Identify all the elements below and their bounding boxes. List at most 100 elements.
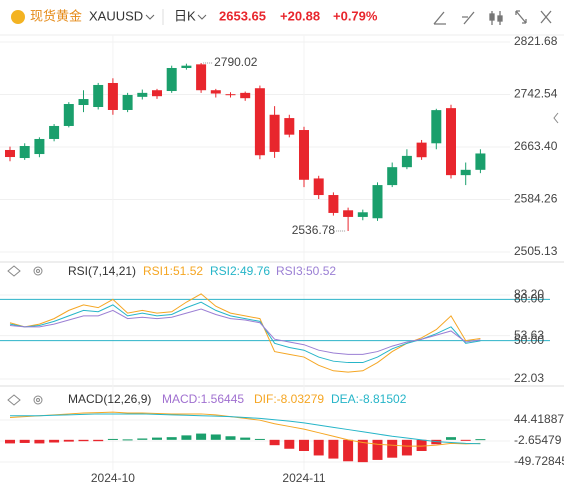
- macd-bar: [240, 437, 251, 440]
- candle-body: [107, 82, 118, 110]
- candle-body: [284, 118, 295, 135]
- candle-body: [137, 92, 148, 97]
- candle-body: [181, 65, 192, 68]
- macd-bar: [107, 438, 118, 440]
- instrument-name: 现货黄金: [30, 8, 82, 23]
- y-tick-label: -2.65479: [514, 433, 562, 447]
- change: +20.88: [280, 8, 320, 23]
- macd-icons[interactable]: [7, 394, 43, 406]
- candle-body: [63, 104, 74, 126]
- candle-body: [460, 169, 471, 176]
- candle-body: [122, 94, 133, 110]
- candle-body: [254, 88, 265, 156]
- candle-body: [401, 155, 412, 168]
- price: 2653.65: [219, 8, 266, 23]
- macd-bar: [122, 439, 133, 441]
- y-tick-label: 2505.13: [514, 244, 558, 258]
- legend-entry: RSI2:49.76: [210, 264, 270, 278]
- tool-draw[interactable]: [433, 11, 446, 25]
- symbol-icon: [11, 10, 25, 24]
- change-pct: +0.79%: [333, 8, 378, 23]
- tool-settings[interactable]: [540, 10, 552, 24]
- macd-bar: [78, 439, 89, 442]
- legend-entry: RSI3:50.52: [276, 264, 336, 278]
- y-tick-label: 2742.54: [514, 87, 558, 101]
- macd-bar: [166, 437, 177, 440]
- candle-body: [34, 138, 45, 155]
- candle-body: [166, 67, 177, 92]
- candle-body: [19, 146, 30, 159]
- symbol-dropdown[interactable]: [145, 14, 155, 20]
- x-tick-label: 2024-10: [91, 471, 135, 485]
- candle-body: [5, 149, 15, 158]
- macd-bar: [313, 439, 324, 456]
- macd-bar: [416, 439, 427, 451]
- reference-label: 50.00: [514, 333, 544, 347]
- macd-bar: [284, 439, 295, 449]
- period-dropdown[interactable]: [197, 14, 207, 20]
- tool-measure[interactable]: [462, 11, 475, 25]
- candle-body: [313, 178, 324, 196]
- macd-bar: [401, 439, 412, 456]
- macd-bar: [152, 437, 162, 440]
- candle-body: [357, 212, 368, 217]
- candle-body: [416, 142, 427, 158]
- rsi-icons[interactable]: [7, 265, 43, 277]
- symbol: XAUUSD: [89, 8, 143, 23]
- indicator-title: MACD(12,26,9): [68, 392, 151, 406]
- collapse-arrow[interactable]: [553, 112, 559, 124]
- indicator-title: RSI(7,14,21): [68, 264, 136, 278]
- candle-body: [152, 90, 162, 97]
- candle-body: [475, 153, 486, 170]
- macd-bar: [299, 439, 309, 451]
- candle-body: [328, 195, 339, 213]
- macd-bar: [446, 437, 456, 440]
- indicator-line: [9, 308, 481, 355]
- tool-candle[interactable]: [489, 11, 503, 25]
- y-tick-label: 2584.26: [514, 192, 558, 206]
- macd-bar: [269, 439, 280, 446]
- candle-body: [240, 92, 251, 99]
- legend-entry: RSI1:51.52: [143, 264, 203, 278]
- candle-body: [269, 114, 280, 152]
- y-tick-label: -49.72845: [514, 454, 564, 468]
- x-tick-label: 2024-11: [282, 471, 325, 485]
- macd-bar: [93, 439, 104, 442]
- indicator-line: [10, 413, 481, 445]
- candle-body: [431, 110, 442, 144]
- candle-body: [446, 108, 456, 176]
- macd-bar: [210, 434, 221, 440]
- macd-bar: [19, 439, 30, 443]
- y-tick-label: 22.03: [514, 371, 544, 385]
- period[interactable]: 日K: [174, 8, 196, 23]
- macd-bar: [5, 439, 15, 444]
- candle-body: [343, 210, 354, 217]
- legend-entry: MACD:1.56445: [162, 392, 244, 406]
- y-tick-label: 83.20: [514, 287, 544, 301]
- candle-body: [225, 94, 236, 96]
- macd-bar: [328, 439, 339, 459]
- y-tick-label: 44.41887: [514, 412, 564, 426]
- y-tick-label: 53.63: [514, 328, 544, 342]
- macd-bar: [343, 439, 354, 462]
- indicator-line: [9, 293, 481, 373]
- macd-bar: [357, 439, 368, 463]
- max-label: 2790.02: [214, 55, 258, 69]
- legend-entry: DEA:-8.81502: [331, 392, 407, 406]
- y-tick-label: 2821.68: [514, 34, 558, 48]
- legend-entry: DIF:-8.03279: [254, 392, 324, 406]
- candle-body: [49, 125, 60, 139]
- candle-body: [387, 167, 398, 186]
- candle-body: [196, 64, 207, 91]
- macd-bar: [63, 439, 74, 442]
- min-label: 2536.78: [292, 223, 336, 237]
- candle-body: [299, 130, 309, 180]
- tool-fullscreen[interactable]: [515, 10, 527, 24]
- candle-body: [372, 185, 383, 219]
- macd-bar: [372, 439, 383, 460]
- macd-bar: [475, 439, 486, 441]
- indicator-line: [9, 301, 481, 364]
- macd-bar: [196, 433, 207, 440]
